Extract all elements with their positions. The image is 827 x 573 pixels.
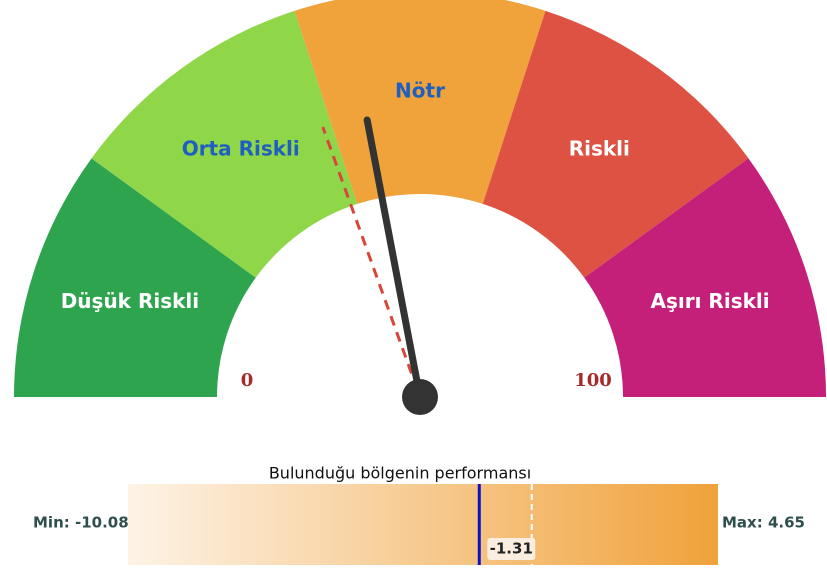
performance-bar (128, 484, 718, 565)
marker-line (321, 126, 413, 374)
gauge-min-label: 0 (241, 370, 254, 391)
gauge-segment (14, 158, 256, 397)
segment-label: Riskli (569, 137, 630, 161)
gauge-segment (294, 0, 546, 204)
gauge-max-label: 100 (574, 370, 612, 391)
segment-label: Nötr (395, 79, 445, 103)
min-label: Min: -10.08 (33, 514, 129, 532)
needle-hub (402, 379, 438, 415)
value-label: -1.31 (490, 540, 533, 558)
gauge-segment (91, 10, 358, 278)
gauge-segment (584, 158, 826, 397)
segment-label: Orta Riskli (182, 137, 300, 161)
segment-label: Aşırı Riskli (651, 289, 770, 313)
needle (363, 116, 424, 401)
performance-title: Bulunduğu bölgenin performansı (269, 464, 531, 483)
value-label-box (487, 538, 536, 560)
gauge-segment (482, 10, 749, 278)
max-label: Max: 4.65 (722, 514, 805, 532)
segment-label: Düşük Riskli (61, 289, 199, 313)
